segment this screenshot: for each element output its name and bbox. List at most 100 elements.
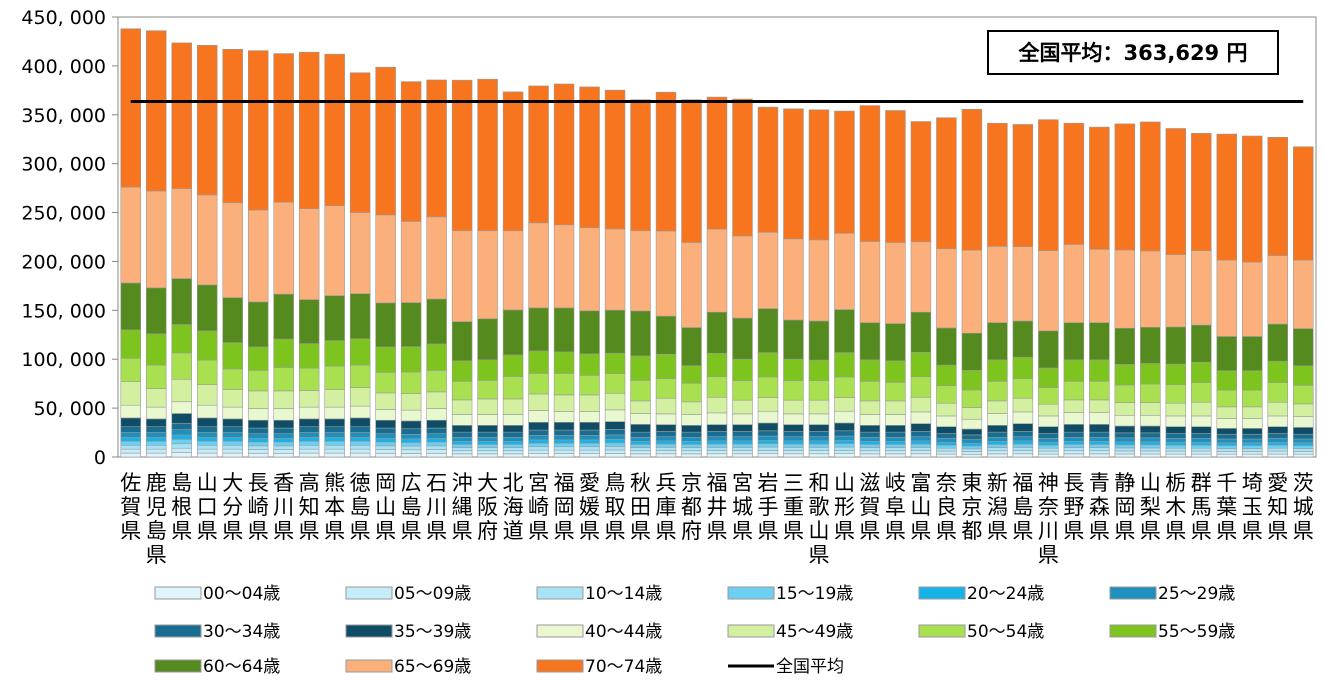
bar-segment	[834, 352, 855, 378]
bar-segment	[426, 79, 447, 218]
bar-segment	[426, 445, 447, 450]
bar-segment	[757, 232, 779, 309]
bar-segment	[273, 427, 294, 435]
legend-swatch	[918, 586, 966, 600]
bar-segment	[1242, 438, 1263, 444]
bar-segment	[298, 426, 320, 433]
bar-segment	[222, 448, 243, 454]
bar-segment	[1038, 442, 1059, 446]
bar-segment	[145, 432, 167, 438]
bar-segment	[528, 443, 549, 448]
bar-segment	[1267, 415, 1289, 427]
bar-segment	[273, 419, 294, 429]
bar-segment	[961, 418, 983, 430]
bar-segment	[808, 380, 830, 401]
bar-segment	[987, 425, 1008, 433]
bar-segment	[936, 447, 957, 452]
bar-segment	[298, 418, 320, 427]
bar-segment	[961, 109, 983, 251]
bar-segment	[375, 433, 396, 439]
bar-segment	[681, 441, 702, 445]
bar-segment	[1191, 415, 1212, 427]
bar-segment	[298, 432, 320, 438]
bar-segment	[655, 453, 677, 458]
bar-segment	[222, 202, 243, 298]
bar-segment	[732, 98, 753, 237]
bar-segment	[579, 310, 600, 355]
bar-segment	[1267, 426, 1289, 434]
bar-segment	[120, 441, 141, 446]
bar-segment	[426, 419, 447, 429]
bar-segment	[1114, 123, 1136, 251]
bar-segment	[222, 342, 243, 370]
legend-label: 10～14歳	[585, 584, 662, 604]
bar-segment	[171, 324, 192, 354]
bar-segment	[451, 447, 473, 452]
bar-segment	[630, 450, 651, 455]
bar-segment	[1242, 451, 1263, 455]
bar-segment	[987, 431, 1008, 438]
bar-segment	[1089, 126, 1110, 250]
bar-segment	[1089, 412, 1110, 425]
bar-segment	[885, 360, 906, 383]
bar-segment	[783, 238, 804, 321]
bar-segment	[681, 444, 702, 448]
bar-segment	[885, 436, 906, 442]
bar-segment	[859, 436, 881, 442]
bar-segment	[426, 449, 447, 454]
bar-segment	[732, 235, 753, 319]
bar-segment	[553, 446, 575, 451]
bar-segment	[757, 397, 779, 412]
bar-segment	[885, 447, 906, 452]
category-label: 福岡県	[554, 471, 575, 543]
bar-segment	[783, 108, 804, 240]
bar-segment	[630, 431, 651, 438]
category-label: 群馬県	[1191, 471, 1212, 543]
bar-segment	[630, 310, 651, 357]
bar-segment	[196, 417, 218, 427]
bar-segment	[324, 340, 345, 367]
bar-segment	[1242, 445, 1263, 449]
bar-segment	[885, 242, 906, 324]
bar-segment	[528, 410, 549, 423]
bar-segment	[171, 42, 192, 189]
bar-segment	[553, 411, 575, 423]
bar-segment	[324, 444, 345, 450]
bar-segment	[273, 449, 294, 454]
category-label: 愛知県	[1267, 471, 1288, 543]
category-label: 静岡県	[1114, 471, 1135, 543]
bar-segment	[681, 431, 702, 438]
bar-segment	[145, 364, 167, 389]
legend-swatch	[154, 624, 202, 638]
bar-segment	[502, 309, 524, 356]
bar-segment	[324, 452, 345, 458]
bar-segment	[222, 444, 243, 450]
legend-label: 全国平均	[776, 657, 844, 677]
bar-segment	[196, 437, 218, 442]
bar-segment	[961, 428, 983, 436]
bar-segment	[1089, 249, 1110, 323]
bar-segment	[1242, 428, 1263, 435]
bar-segment	[1165, 433, 1187, 439]
category-label: 山口県	[197, 471, 218, 543]
bar-segment	[1114, 249, 1136, 329]
bar-segment	[273, 293, 294, 340]
bar-segment	[936, 426, 957, 434]
bar-segment	[1038, 387, 1059, 405]
bar-segment	[400, 81, 422, 222]
bar-segment	[961, 439, 983, 444]
bar-segment	[1165, 128, 1187, 255]
bar-segment	[1242, 433, 1263, 440]
bar-segment	[706, 453, 728, 458]
bar-segment	[1191, 444, 1212, 449]
bar-segment	[936, 450, 957, 455]
bar-segment	[1242, 448, 1263, 452]
bar-segment	[1063, 322, 1085, 361]
bar-segment	[451, 414, 473, 426]
bar-segment	[324, 53, 345, 207]
bar-segment	[987, 413, 1008, 426]
bar-segment	[120, 381, 141, 406]
legend: 00～04歳 05～09歳 10～14歳 15～19歳 20～24歳 25～29歳 30～3…	[154, 584, 1235, 677]
bar-segment	[1191, 426, 1212, 434]
bar-segment	[808, 443, 830, 448]
